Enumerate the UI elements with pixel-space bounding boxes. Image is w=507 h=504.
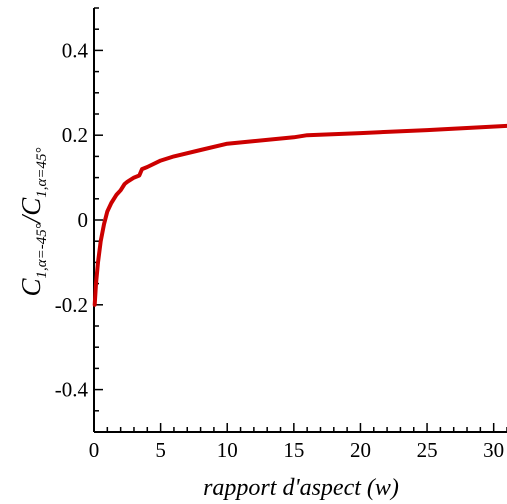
y-axis-title-sub2: 1,α=45° [34, 147, 50, 197]
y-tick-label: 0 [78, 208, 89, 232]
x-axis-title: rapport d'aspect (w) [203, 475, 399, 501]
x-tick-label: 25 [417, 438, 438, 462]
x-axis-ticks: 0 5 10 15 20 25 30 [89, 423, 507, 462]
series-line [92, 123, 507, 307]
y-tick-label: 0.4 [62, 38, 89, 62]
y-axis-ticks: 0.4 0.2 0 -0.2 -0.4 [55, 7, 103, 433]
y-tick-label: -0.2 [55, 293, 88, 317]
y-axis-title-main: C [16, 278, 46, 297]
x-tick-label: 30 [483, 438, 504, 462]
x-tick-label: 15 [283, 438, 304, 462]
y-axis-title-separator: /C [16, 197, 46, 226]
y-tick-label: 0.2 [62, 123, 88, 147]
x-tick-label: 5 [155, 438, 166, 462]
y-axis-title: C1,α=-45°/C1,α=45° [16, 147, 50, 296]
x-tick-label: 20 [350, 438, 371, 462]
x-tick-label: 0 [89, 438, 100, 462]
plot-frame [93, 8, 507, 433]
y-tick-label: -0.4 [55, 378, 89, 402]
y-axis-title-sub1: 1,α=-45° [34, 223, 50, 278]
x-tick-label: 10 [217, 438, 238, 462]
